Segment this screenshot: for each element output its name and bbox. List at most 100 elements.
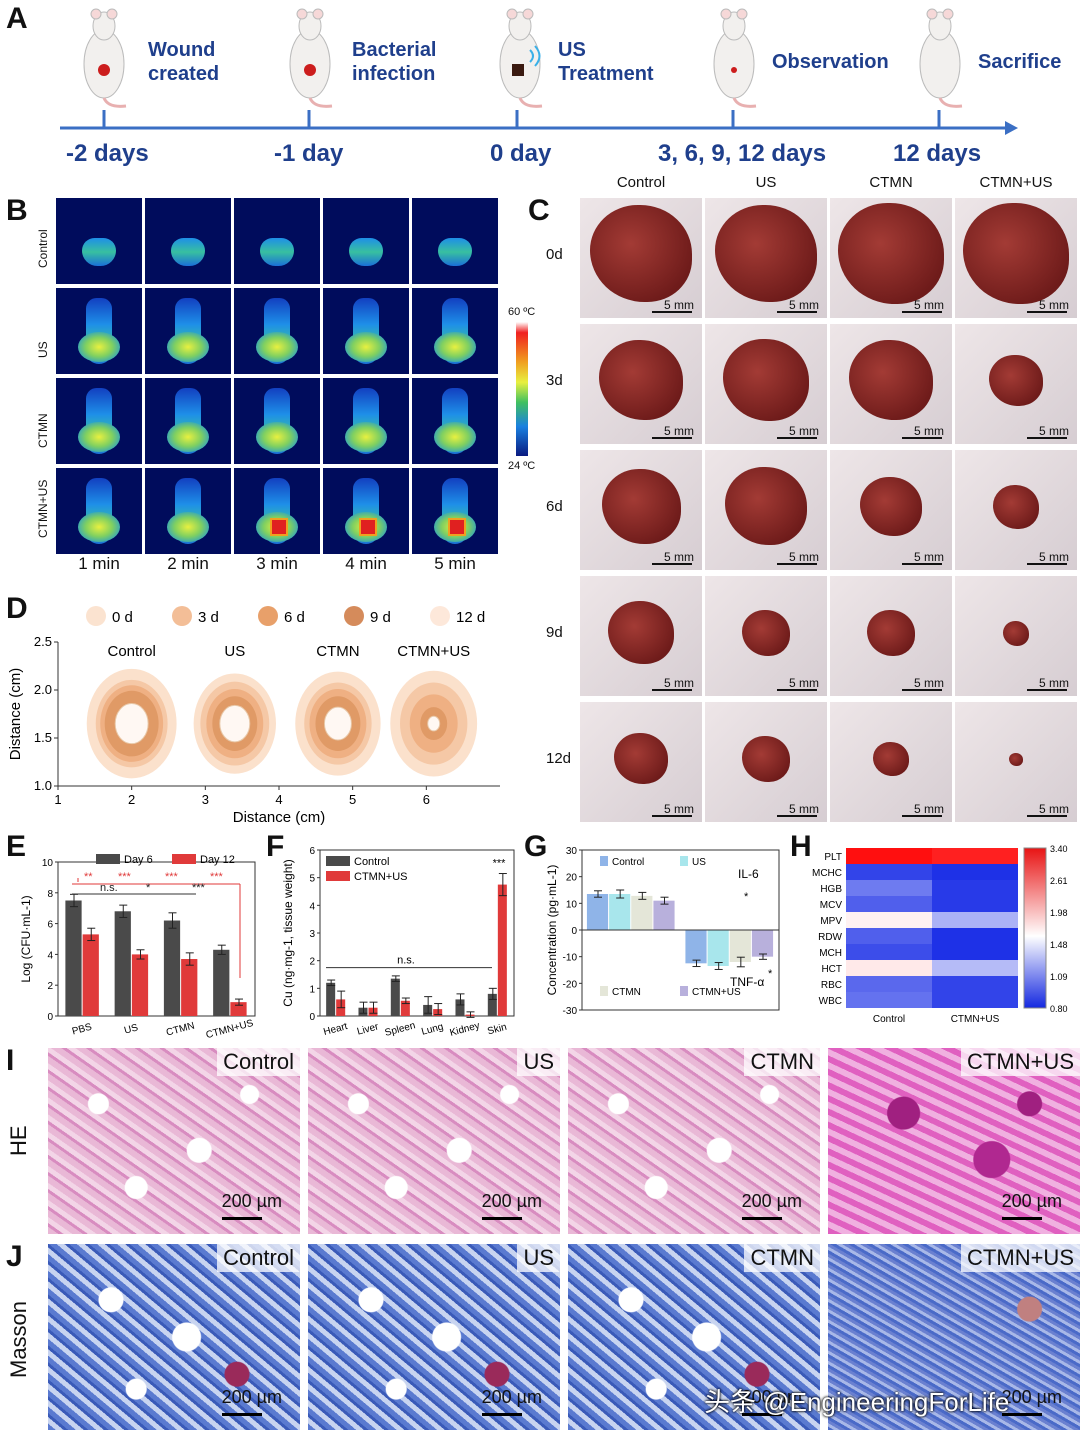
x-tick-label: 4 [275,792,282,807]
timeline-event: Bacterial infection [352,39,437,85]
heatmap-cell [932,928,1018,944]
bar [82,934,99,1016]
thermal-panel: Control US CTMN CTMN+US 1 min 2 min 3 min 4 min… [0,190,560,590]
category-label: Kidney [449,1020,481,1039]
thermal-scale-min: 24 ºC [508,460,536,472]
y-tick-label: 1.0 [34,778,52,793]
group-label: CTMN+US [397,643,470,660]
scale-bar [777,811,817,817]
wound-photo: 5 mm [830,198,952,318]
thermal-body [82,238,116,266]
y-axis-label: Log (CFU·mL-1) [19,895,33,982]
wound-area [742,736,790,782]
category-label: Spleen [384,1020,417,1039]
heatmap-row-label: HGB [820,884,842,895]
y-tick-label: 2 [309,957,315,968]
mouse-icon [83,8,127,108]
thermal-hotspot [167,422,209,452]
scale-bar-label: 5 mm [664,298,694,312]
thermal-image [56,288,142,374]
scale-bar-label: 200 µm [1001,1191,1062,1211]
thermal-hotspot [78,332,120,362]
legend-swatch [172,854,196,864]
scale-bar [1027,433,1067,439]
cu-bar-chart: 0 1 2 3 4 5 6 Cu (ng·mg-1, tissue weight) Heart L… [281,846,515,1039]
legend-label: 3 d [198,609,219,626]
y-tick-label: 2.5 [34,634,52,649]
wound-trace [427,715,441,732]
scale-bar-label: 5 mm [914,676,944,690]
scale-bar [1027,811,1067,817]
thermal-image [412,288,498,374]
x-tick-label: 5 [349,792,356,807]
thermal-row-label: Control [36,229,50,268]
wound-photo: 5 mm [955,576,1077,696]
bar [326,982,336,1016]
timeline-event: Observation [772,51,889,73]
y-tick-label: 10 [42,858,54,869]
scale-bar-label: 5 mm [664,550,694,564]
category-label: Heart [322,1021,349,1038]
panel-label-c: C [528,194,550,227]
wound-photo: 5 mm [830,324,952,444]
thermal-hotspot [256,332,298,362]
thermal-row-label: CTMN [36,413,50,448]
scale-bar-label: 5 mm [789,676,819,690]
wound-area [614,733,668,784]
heatmap-row-label: WBC [819,996,842,1007]
bar [465,1014,475,1016]
thermal-hotspot [345,332,387,362]
wound-photo: 5 mm [955,198,1077,318]
y-tick-label: 20 [566,873,578,884]
bar [455,999,465,1016]
y-tick-label: 0 [47,1012,53,1023]
cytokine-bar-chart: -30 -20 -10 0 10 20 30 Concentration (pg·mL-1) C… [545,846,780,1017]
scale-bar [777,685,817,691]
x-tick-label: 6 [423,792,430,807]
thermal-image [323,198,409,284]
thermal-scale-max: 60 ºC [508,306,536,318]
scale-bar-label: 200 µm [481,1387,542,1407]
scale-bar-label: 5 mm [1039,550,1069,564]
masson-stain-image: CTMN 200 µm [568,1244,820,1430]
heatmap-cell [846,944,932,960]
scale-bar-label: 5 mm [914,424,944,438]
wound-photo: 5 mm [580,702,702,822]
legend-swatch [258,606,278,626]
heatmap-cell [846,864,932,880]
legend-swatch [680,986,688,996]
heatmap-cell [846,992,932,1008]
thermal-image [323,288,409,374]
colorbar-tick-label: 1.09 [1050,972,1068,982]
wound-row-label: 9d [546,624,563,641]
y-tick-label: 2.0 [34,682,52,697]
timeline-day: -2 days [66,140,149,167]
thermal-hotspot [345,422,387,452]
y-tick-label: -30 [563,1006,578,1017]
scale-bar-label: 5 mm [789,802,819,816]
scale-bar-label: 200 µm [1001,1387,1062,1407]
bar [487,993,497,1016]
he-stain-image: Control 200 µm [48,1048,300,1234]
scale-bar-label: 5 mm [1039,802,1069,816]
heatmap-cell [846,960,932,976]
bar [114,911,131,1016]
legend-label: 6 d [284,609,305,626]
wound-photo: 5 mm [705,450,827,570]
wound-column-label: CTMN+US [979,174,1053,191]
wound-photo: 5 mm [705,198,827,318]
histology-group-label: Control [217,1048,300,1076]
category-label: CTMN+US [205,1018,255,1041]
panel-label-f: F [266,830,285,863]
bar [751,930,774,957]
wound-area [608,601,674,664]
wound-area [867,610,915,656]
scale-bar-label: 200 µm [741,1387,802,1407]
wound-photo: 5 mm [955,450,1077,570]
thermal-image [145,198,231,284]
y-tick-label: 4 [309,901,315,912]
thermal-body [349,238,383,266]
colorbar-tick-label: 1.98 [1050,908,1068,918]
x-tick-label: 1 [54,792,61,807]
wound-photo: 5 mm [705,576,827,696]
